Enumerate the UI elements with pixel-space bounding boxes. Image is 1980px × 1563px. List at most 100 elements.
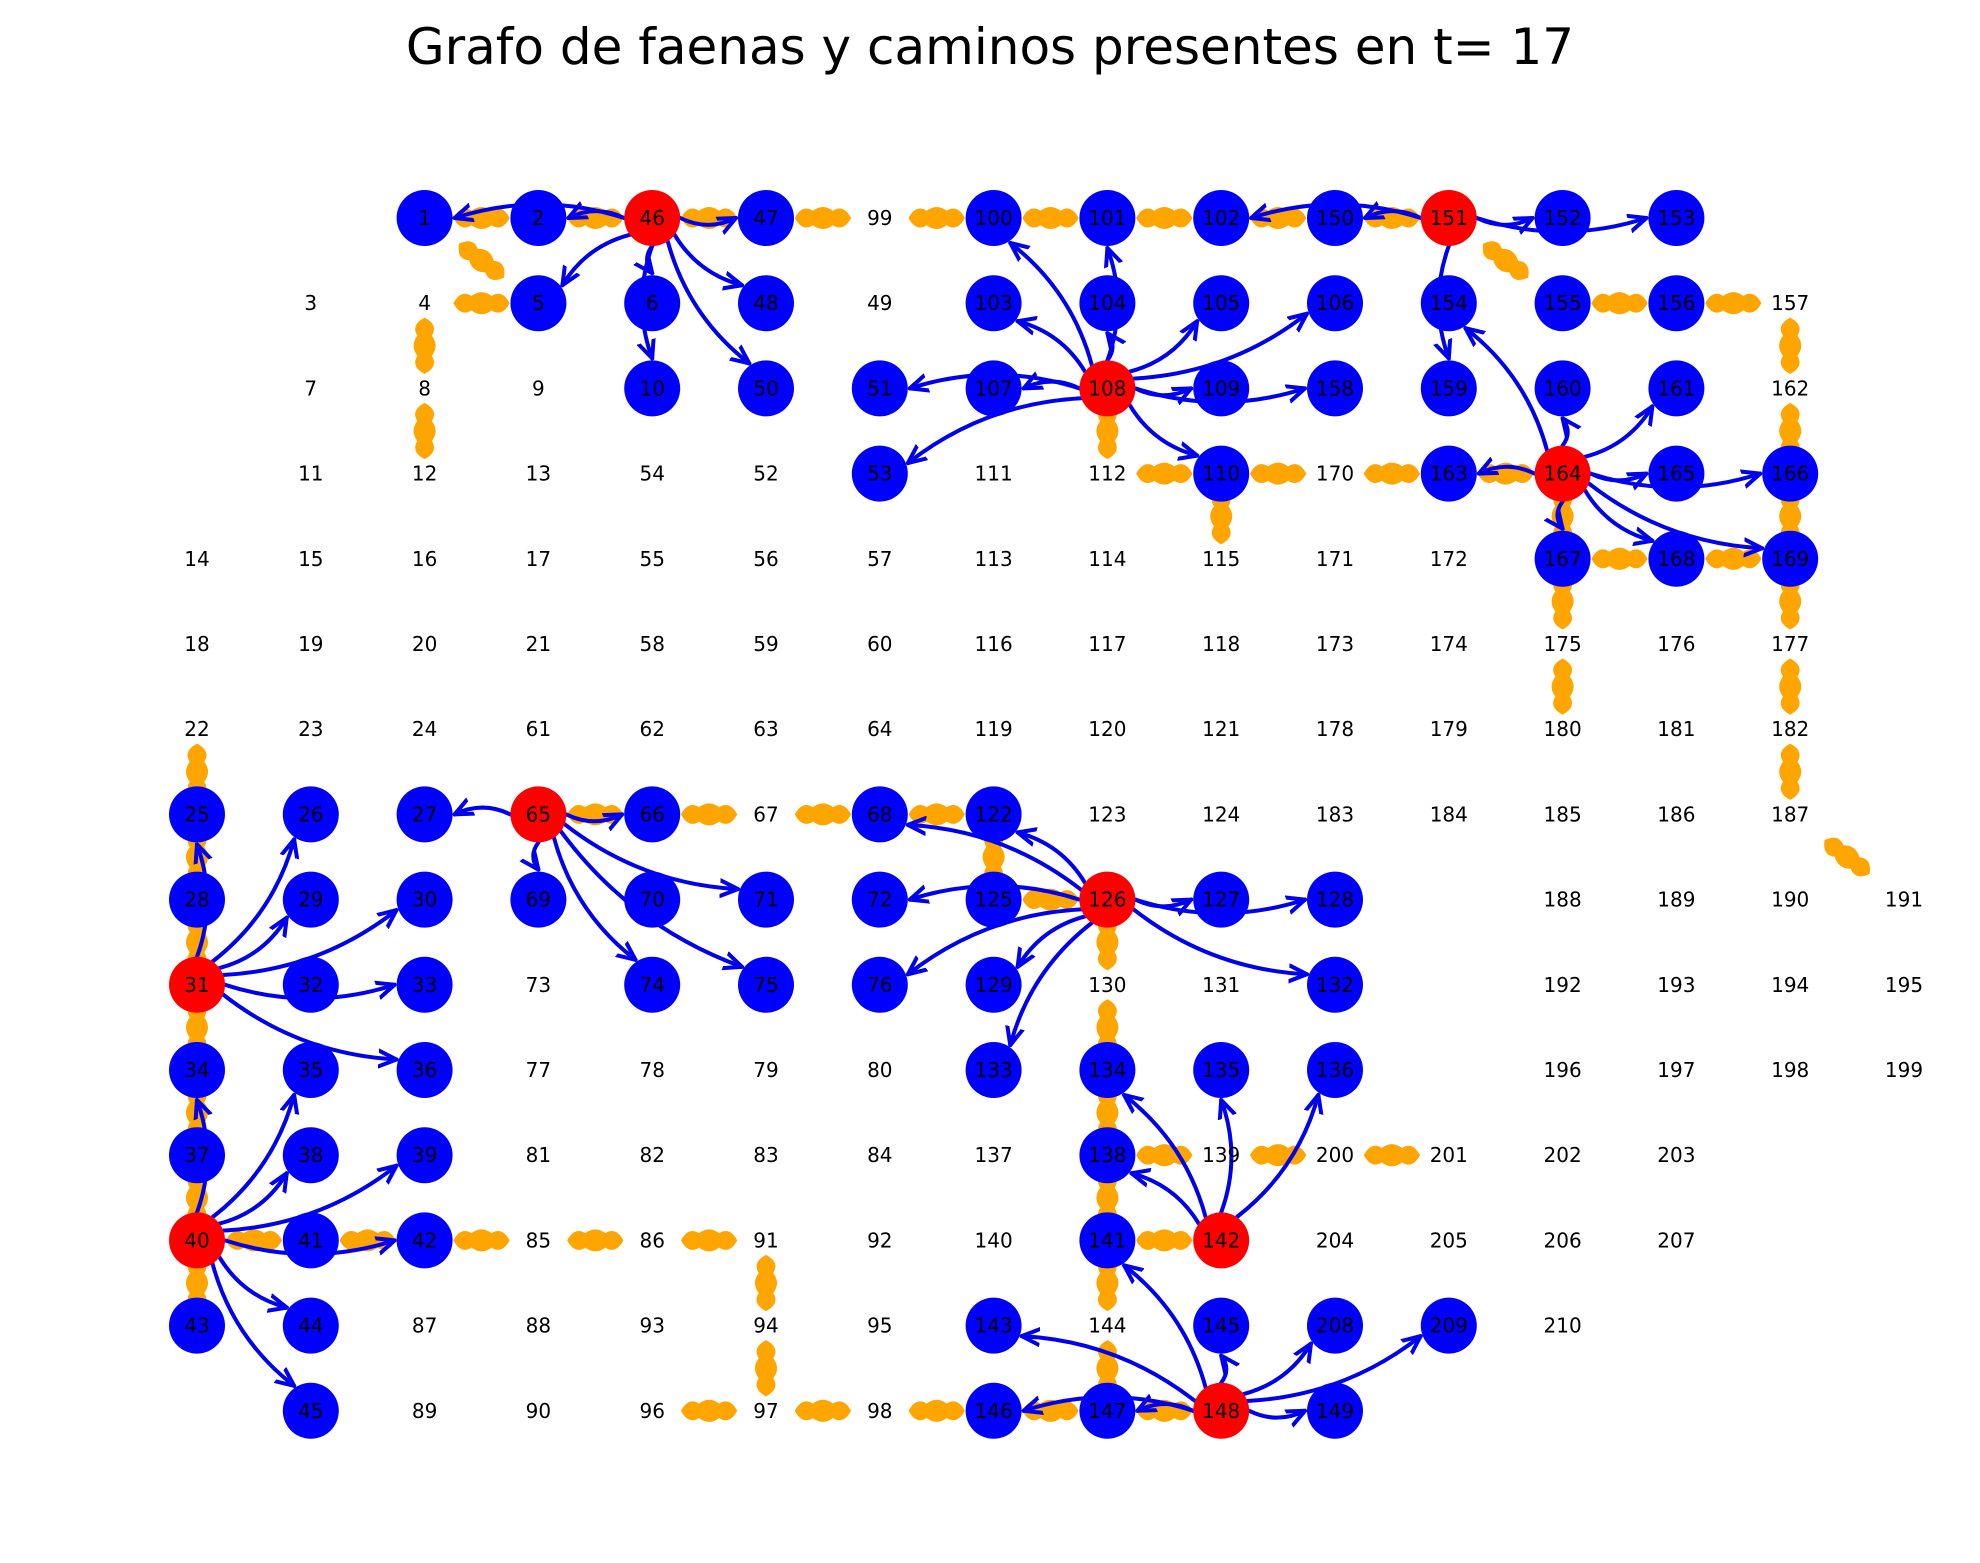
node-125[interactable]: 125: [965, 871, 1022, 928]
node-150[interactable]: 150: [1307, 190, 1363, 246]
node-88[interactable]: 88: [526, 1314, 551, 1338]
node-154[interactable]: 154: [1420, 275, 1477, 332]
node-112[interactable]: 112: [1088, 462, 1126, 486]
node-148[interactable]: 148: [1193, 1382, 1250, 1439]
node-75[interactable]: 75: [738, 956, 794, 1013]
node-158[interactable]: 158: [1307, 360, 1363, 417]
node-209[interactable]: 209: [1420, 1297, 1477, 1354]
node-121[interactable]: 121: [1202, 717, 1240, 741]
node-106[interactable]: 106: [1307, 275, 1363, 332]
node-108[interactable]: 108: [1079, 360, 1136, 417]
node-167[interactable]: 167: [1534, 530, 1591, 587]
node-21[interactable]: 21: [526, 632, 551, 656]
node-200[interactable]: 200: [1316, 1143, 1354, 1167]
node-187[interactable]: 187: [1771, 802, 1809, 826]
node-48[interactable]: 48: [738, 275, 794, 332]
node-160[interactable]: 160: [1534, 360, 1591, 417]
node-82[interactable]: 82: [639, 1143, 664, 1167]
node-29[interactable]: 29: [282, 871, 339, 928]
node-135[interactable]: 135: [1193, 1042, 1250, 1098]
node-17[interactable]: 17: [526, 547, 551, 571]
node-55[interactable]: 55: [639, 547, 664, 571]
node-27[interactable]: 27: [396, 786, 453, 843]
node-83[interactable]: 83: [753, 1143, 778, 1167]
node-138[interactable]: 138: [1079, 1127, 1136, 1184]
node-33[interactable]: 33: [396, 956, 453, 1013]
node-84[interactable]: 84: [867, 1143, 892, 1167]
node-176[interactable]: 176: [1657, 632, 1695, 656]
node-7[interactable]: 7: [304, 376, 317, 400]
node-102[interactable]: 102: [1193, 190, 1250, 246]
node-120[interactable]: 120: [1088, 717, 1126, 741]
node-80[interactable]: 80: [867, 1058, 892, 1082]
node-103[interactable]: 103: [965, 275, 1022, 332]
node-78[interactable]: 78: [639, 1058, 664, 1082]
node-35[interactable]: 35: [282, 1042, 339, 1098]
node-153[interactable]: 153: [1648, 190, 1705, 246]
node-95[interactable]: 95: [867, 1314, 892, 1338]
node-179[interactable]: 179: [1430, 717, 1468, 741]
node-37[interactable]: 37: [169, 1127, 225, 1184]
node-114[interactable]: 114: [1088, 547, 1126, 571]
node-100[interactable]: 100: [965, 190, 1022, 246]
node-46[interactable]: 46: [624, 190, 681, 246]
node-105[interactable]: 105: [1193, 275, 1250, 332]
node-12[interactable]: 12: [412, 462, 437, 486]
node-206[interactable]: 206: [1544, 1228, 1582, 1252]
node-163[interactable]: 163: [1420, 445, 1477, 502]
node-22[interactable]: 22: [184, 717, 209, 741]
node-181[interactable]: 181: [1657, 717, 1695, 741]
node-202[interactable]: 202: [1544, 1143, 1582, 1167]
node-50[interactable]: 50: [738, 360, 794, 417]
node-9[interactable]: 9: [532, 376, 545, 400]
node-111[interactable]: 111: [975, 462, 1013, 486]
node-195[interactable]: 195: [1885, 973, 1923, 997]
node-169[interactable]: 169: [1762, 530, 1819, 587]
node-96[interactable]: 96: [639, 1399, 664, 1423]
node-145[interactable]: 145: [1193, 1297, 1250, 1354]
node-85[interactable]: 85: [526, 1228, 551, 1252]
node-58[interactable]: 58: [639, 632, 664, 656]
node-41[interactable]: 41: [282, 1212, 339, 1269]
node-118[interactable]: 118: [1202, 632, 1240, 656]
node-198[interactable]: 198: [1771, 1058, 1809, 1082]
node-175[interactable]: 175: [1544, 632, 1582, 656]
node-183[interactable]: 183: [1316, 802, 1354, 826]
node-165[interactable]: 165: [1648, 445, 1705, 502]
node-180[interactable]: 180: [1544, 717, 1582, 741]
node-6[interactable]: 6: [624, 275, 681, 332]
node-39[interactable]: 39: [396, 1127, 453, 1184]
node-129[interactable]: 129: [965, 956, 1022, 1013]
node-74[interactable]: 74: [624, 956, 681, 1013]
node-20[interactable]: 20: [412, 632, 437, 656]
node-208[interactable]: 208: [1307, 1297, 1363, 1354]
node-8[interactable]: 8: [418, 376, 431, 400]
node-191[interactable]: 191: [1885, 888, 1923, 912]
node-62[interactable]: 62: [639, 717, 664, 741]
node-26[interactable]: 26: [282, 786, 339, 843]
node-63[interactable]: 63: [753, 717, 778, 741]
node-186[interactable]: 186: [1657, 802, 1695, 826]
node-49[interactable]: 49: [867, 291, 892, 315]
node-128[interactable]: 128: [1307, 871, 1363, 928]
node-32[interactable]: 32: [282, 956, 339, 1013]
node-11[interactable]: 11: [298, 462, 323, 486]
node-34[interactable]: 34: [169, 1042, 225, 1098]
node-159[interactable]: 159: [1420, 360, 1477, 417]
node-107[interactable]: 107: [965, 360, 1022, 417]
node-60[interactable]: 60: [867, 632, 892, 656]
node-115[interactable]: 115: [1202, 547, 1240, 571]
node-152[interactable]: 152: [1534, 190, 1591, 246]
node-99[interactable]: 99: [867, 206, 892, 230]
node-30[interactable]: 30: [396, 871, 453, 928]
node-172[interactable]: 172: [1430, 547, 1468, 571]
node-190[interactable]: 190: [1771, 888, 1809, 912]
node-53[interactable]: 53: [851, 445, 908, 502]
node-59[interactable]: 59: [753, 632, 778, 656]
node-140[interactable]: 140: [975, 1228, 1013, 1252]
node-161[interactable]: 161: [1648, 360, 1705, 417]
node-57[interactable]: 57: [867, 547, 892, 571]
node-73[interactable]: 73: [526, 973, 551, 997]
node-2[interactable]: 2: [510, 190, 567, 246]
node-94[interactable]: 94: [753, 1314, 778, 1338]
